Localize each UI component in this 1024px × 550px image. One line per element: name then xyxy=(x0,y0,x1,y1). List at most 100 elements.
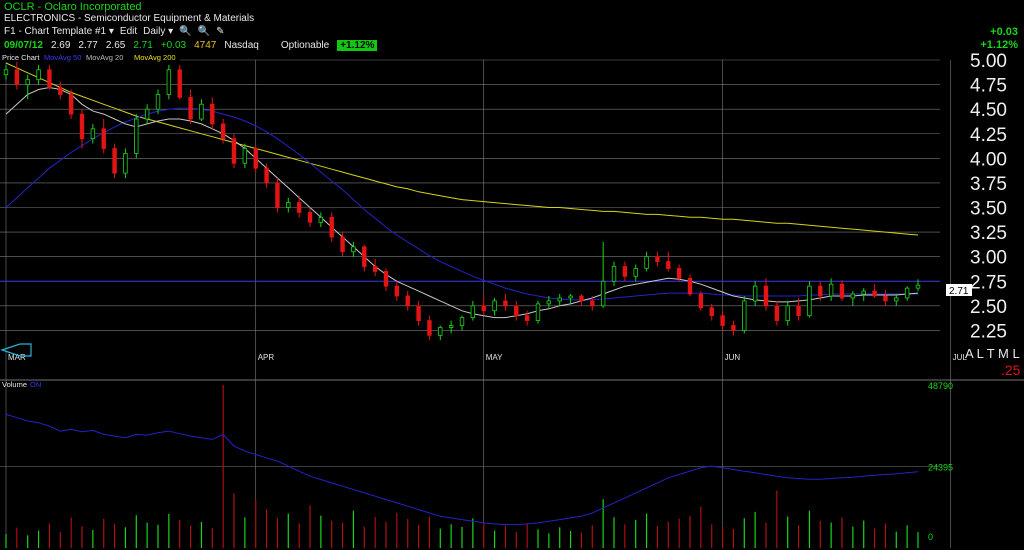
volume-tick-label: 24395 xyxy=(928,463,953,473)
candle xyxy=(579,294,584,306)
legend: Price Chart MovAvg 50 MovAvg 20 MovAvg 2… xyxy=(0,53,180,62)
candle xyxy=(101,119,106,154)
candle xyxy=(383,268,389,292)
month-label: APR xyxy=(258,353,275,362)
candle xyxy=(557,294,562,306)
candle xyxy=(210,97,215,129)
candle xyxy=(904,286,910,301)
candle xyxy=(861,288,866,301)
sector-line: ELECTRONICS - Semiconductor Equipment & … xyxy=(4,13,255,24)
change-top: +0.03 xyxy=(990,26,1018,38)
price-tick-label: 4.00 xyxy=(970,149,1007,170)
ma20-line xyxy=(5,86,919,319)
template-dropdown[interactable]: F1 - Chart Template #1 ▾ xyxy=(4,26,114,37)
candle xyxy=(340,232,345,257)
month-label: JUN xyxy=(725,353,741,362)
candle xyxy=(307,207,313,228)
candle xyxy=(36,64,41,85)
quote-line: 09/07/12 2.69 2.77 2.65 2.71 +0.03 4747 … xyxy=(4,40,378,51)
candle xyxy=(264,163,269,188)
quote-change: +0.03 xyxy=(160,40,187,51)
candle xyxy=(470,300,476,321)
candle xyxy=(807,281,812,318)
zoom-out-icon[interactable]: 🔍 xyxy=(197,26,211,37)
scale-flags[interactable]: A L T M L xyxy=(965,346,1020,361)
draw-pencil-icon[interactable]: ✎ xyxy=(216,26,225,37)
candle xyxy=(242,143,248,169)
candle xyxy=(416,300,421,326)
candle xyxy=(492,297,497,316)
candle xyxy=(123,148,128,178)
candle xyxy=(785,300,790,326)
quote-open: 2.69 xyxy=(50,40,71,51)
legend-price: Price Chart xyxy=(2,53,40,62)
month-label: MAY xyxy=(486,353,503,362)
candle xyxy=(329,212,334,242)
volume-tick-label: 48790 xyxy=(928,381,953,391)
quote-exchange: Nasdaq xyxy=(224,40,259,51)
candle xyxy=(546,296,552,308)
candle xyxy=(144,104,150,124)
volume-tick-label: 0 xyxy=(928,532,933,542)
month-label: JUL xyxy=(953,353,968,362)
candle xyxy=(872,284,877,298)
price-tick-label: 4.75 xyxy=(970,76,1007,97)
candle xyxy=(763,278,769,311)
candle xyxy=(774,300,780,326)
candle xyxy=(372,258,378,277)
candle xyxy=(568,294,573,304)
price-tick-label: 3.25 xyxy=(970,223,1007,244)
candle xyxy=(850,291,856,306)
candle xyxy=(188,89,193,124)
candle xyxy=(915,279,921,292)
candle xyxy=(199,99,204,121)
price-tag: 2.71 xyxy=(946,284,972,297)
change-summary: +0.03 +1.12% xyxy=(980,26,1018,52)
candle xyxy=(535,300,541,324)
candle xyxy=(3,64,9,80)
candle xyxy=(318,212,324,228)
quote-low: 2.65 xyxy=(105,40,126,51)
edit-button[interactable]: Edit xyxy=(119,26,138,37)
candle xyxy=(427,315,432,341)
candle xyxy=(894,294,899,306)
candle xyxy=(590,296,595,311)
quote-volume: 4747 xyxy=(194,40,217,51)
price-tick-label: 3.50 xyxy=(970,199,1007,220)
candle xyxy=(166,64,172,100)
scroll-handle-icon[interactable] xyxy=(0,343,32,357)
candle xyxy=(731,320,736,336)
candle xyxy=(112,143,117,178)
candle xyxy=(68,89,74,119)
candle xyxy=(742,296,747,334)
period-dropdown[interactable]: Daily ▾ xyxy=(143,26,174,37)
pct-change-badge: +1.12% xyxy=(337,40,378,51)
ma50-line xyxy=(5,107,918,301)
candle xyxy=(666,251,671,272)
change-pct-top: +1.12% xyxy=(980,39,1018,51)
candle xyxy=(883,290,888,306)
candle xyxy=(611,261,617,287)
legend-ma50: MovAvg 50 xyxy=(44,53,81,62)
candle xyxy=(752,281,758,306)
volume-title: Volume xyxy=(2,380,27,389)
candle xyxy=(524,310,530,326)
price-tick-label: 3.00 xyxy=(970,248,1007,269)
candle xyxy=(286,197,291,213)
legend-ma200: MovAvg 200 xyxy=(134,53,176,62)
price-tick-label: 2.25 xyxy=(970,321,1007,342)
candle xyxy=(709,303,714,321)
chart-toolbar: F1 - Chart Template #1 ▾ Edit Daily ▾ 🔍 … xyxy=(4,26,224,37)
candle xyxy=(362,244,367,272)
symbol-title: OCLR - Oclaro Incorporated xyxy=(4,1,142,13)
candle xyxy=(503,294,508,311)
candle xyxy=(818,281,823,301)
candle xyxy=(720,310,725,331)
quote-high: 2.77 xyxy=(78,40,98,51)
zoom-in-icon[interactable]: 🔍 xyxy=(179,26,192,37)
candle xyxy=(481,296,486,316)
price-tick-label: 5.00 xyxy=(970,51,1007,72)
price-tick-label: 2.50 xyxy=(970,297,1007,318)
candle xyxy=(828,278,834,301)
